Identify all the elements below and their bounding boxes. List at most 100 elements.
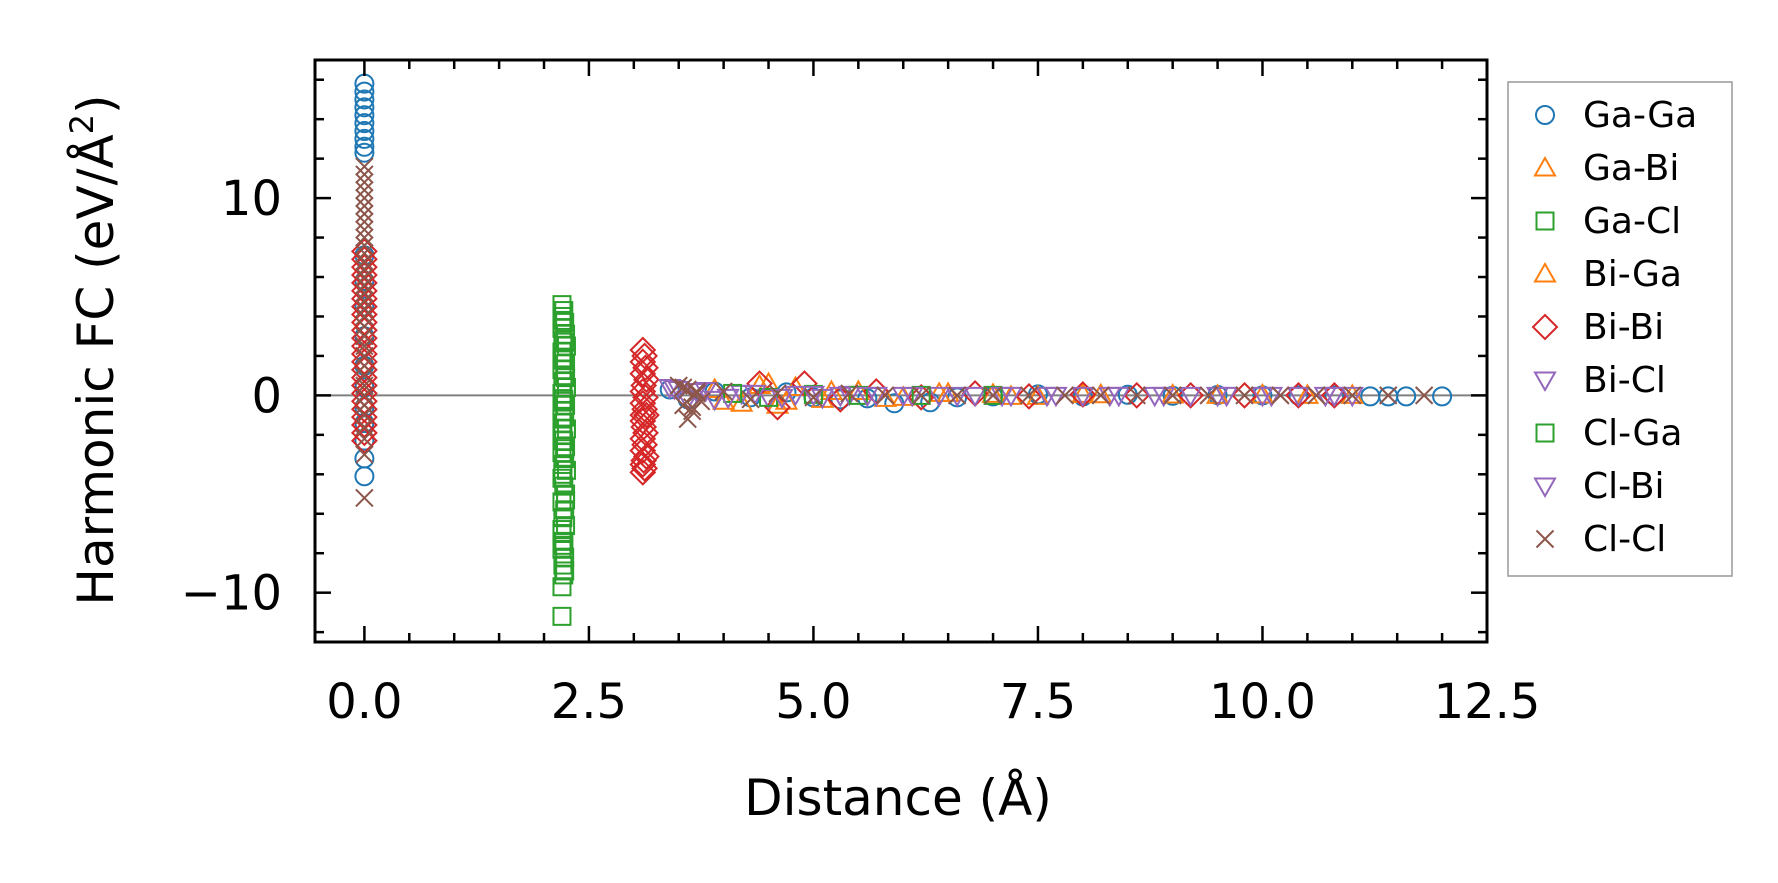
point-cl-cl — [355, 252, 374, 271]
point-cl-cl — [355, 326, 374, 346]
point-cl-cl — [804, 388, 823, 407]
point-cl-cl — [674, 378, 693, 397]
point-ga-ga — [354, 466, 375, 487]
series-cl-bi — [662, 379, 1338, 412]
point-bi-ga — [1205, 383, 1230, 404]
point-cl-bi — [900, 386, 924, 408]
point-bi-bi — [350, 427, 378, 455]
x-tick-label: 10.0 — [1209, 674, 1316, 730]
point-bi-bi — [630, 447, 658, 474]
point-cl-cl — [355, 181, 374, 200]
point-bi-bi — [1015, 382, 1043, 410]
point-bi-ga — [1340, 383, 1365, 404]
point-cl-cl — [355, 275, 374, 295]
point-cl-cl — [355, 396, 374, 415]
point-ga-bi — [1071, 382, 1095, 403]
point-cl-cl — [1055, 386, 1075, 405]
point-cl-bi — [1313, 386, 1338, 408]
point-bi-bi — [629, 407, 657, 435]
x-tick-label: 12.5 — [1434, 674, 1541, 730]
y-axis-label: Harmonic FC (eV/Å2) — [63, 94, 125, 605]
legend-label: Bi-Ga — [1583, 254, 1682, 295]
legend-marker-ga-ga — [1535, 105, 1555, 125]
point-cl-cl — [355, 283, 374, 303]
point-cl-cl — [1307, 386, 1326, 405]
point-cl-cl — [983, 386, 1003, 405]
point-cl-ga — [556, 368, 576, 388]
point-ga-ga — [884, 393, 905, 414]
x-axis-label: Distance (Å) — [744, 769, 1052, 827]
legend-entry-bi-cl: Bi-Cl — [1533, 360, 1666, 401]
point-cl-bi — [743, 384, 767, 406]
legend-marker-cl-ga — [1535, 423, 1555, 443]
point-cl-bi — [1044, 386, 1068, 408]
point-cl-cl — [355, 188, 374, 208]
point-cl-ga — [553, 310, 573, 330]
point-cl-bi — [693, 381, 718, 403]
point-bi-ga — [927, 381, 951, 402]
point-cl-cl — [1091, 386, 1111, 405]
point-cl-cl — [355, 366, 374, 385]
axes-layer: 0.0 2.5 5.0 7.5 10.0 12.5 −10 0 10 — [181, 58, 1541, 730]
point-ga-ga — [354, 142, 375, 163]
point-bi-bi — [350, 411, 378, 439]
x-tick-label: 7.5 — [1000, 674, 1076, 730]
point-ga-bi — [1250, 382, 1275, 404]
point-bi-cl — [1340, 386, 1365, 408]
x-tick-label: 5.0 — [775, 674, 851, 730]
point-cl-cl — [355, 228, 374, 247]
legend-marker-bi-bi — [1531, 313, 1559, 341]
point-cl-cl — [355, 173, 374, 192]
point-cl-bi — [801, 385, 826, 407]
point-cl-cl — [355, 291, 374, 310]
point-cl-ga — [552, 520, 572, 540]
legend-label: Bi-Cl — [1583, 360, 1666, 401]
point-cl-cl — [687, 382, 706, 401]
point-cl-bi — [945, 386, 969, 408]
series-bi-bi — [350, 237, 1348, 486]
point-cl-cl — [355, 386, 374, 405]
point-cl-cl — [355, 299, 374, 318]
point-ga-ga — [354, 89, 375, 110]
legend-marker-cl-cl — [1535, 529, 1555, 549]
point-cl-cl — [687, 384, 706, 403]
point-ga-bi — [1026, 384, 1050, 405]
point-cl-cl — [1343, 386, 1362, 405]
point-bi-bi — [629, 360, 657, 388]
point-cl-cl — [355, 236, 374, 255]
y-tick-label: 10 — [221, 171, 282, 227]
series-ga-ga — [354, 73, 1453, 487]
point-cl-cl — [1379, 386, 1398, 405]
y-tick-label: 0 — [251, 368, 282, 424]
point-bi-bi — [1231, 381, 1258, 409]
y-tick-label: −10 — [181, 566, 282, 622]
point-ga-ga — [354, 113, 375, 134]
point-cl-bi — [1205, 386, 1230, 408]
point-bi-bi — [350, 419, 378, 447]
point-cl-cl — [669, 376, 688, 395]
point-cl-cl — [355, 376, 374, 395]
point-cl-cl — [876, 386, 895, 405]
point-cl-cl — [355, 165, 374, 184]
point-cl-cl — [355, 356, 374, 376]
legend-entry-cl-cl: Cl-Cl — [1535, 519, 1666, 560]
plot-area — [315, 73, 1487, 626]
series-cl-ga — [552, 310, 1003, 581]
point-cl-cl — [1163, 386, 1182, 405]
point-cl-cl — [355, 336, 374, 356]
point-bi-cl — [1178, 386, 1203, 408]
point-cl-cl — [355, 259, 374, 279]
point-bi-ga — [1089, 382, 1113, 404]
point-cl-cl — [355, 244, 374, 263]
point-cl-cl — [355, 204, 374, 224]
point-cl-bi — [855, 386, 880, 408]
point-cl-cl — [355, 220, 374, 239]
point-cl-cl — [355, 196, 374, 216]
point-cl-ga — [553, 464, 573, 484]
point-bi-cl — [783, 385, 808, 407]
legend-label: Ga-Ga — [1583, 95, 1697, 136]
point-cl-cl — [682, 398, 702, 417]
legend-label: Ga-Cl — [1583, 201, 1681, 242]
point-ga-ga — [354, 105, 375, 126]
point-cl-bi — [1098, 386, 1122, 408]
